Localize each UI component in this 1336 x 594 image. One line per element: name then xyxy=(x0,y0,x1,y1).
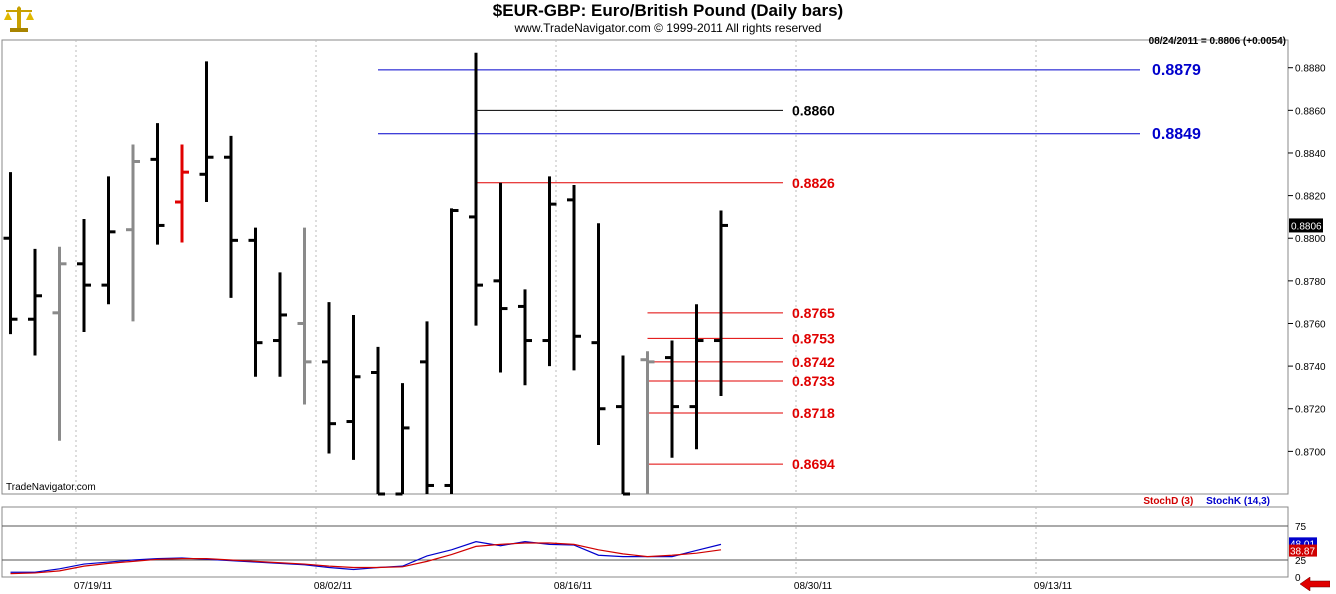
stochd-last-marker xyxy=(1289,544,1317,557)
level-label: 0.8694 xyxy=(792,456,835,472)
chart-title: $EUR-GBP: Euro/British Pound (Daily bars… xyxy=(492,1,844,20)
indicator-legend: StochD (3) StochK (14,3) xyxy=(1133,496,1270,507)
level-label: 0.8753 xyxy=(792,330,835,346)
last-price-marker xyxy=(1289,218,1323,233)
price-tick-label: 0.8740 xyxy=(1295,362,1326,373)
price-tick-label: 0.8880 xyxy=(1295,64,1326,75)
scales-logo-icon xyxy=(4,6,34,32)
indicator-panel-frame xyxy=(1,506,1289,578)
date-tick-label: 09/13/11 xyxy=(1034,581,1073,592)
price-tick-label: 0.8760 xyxy=(1295,319,1326,330)
price-levels: 0.8879 0.8860 0.8849 0.8826 0.8765 0.8753 0.87… xyxy=(378,62,1201,472)
level-label: 0.8879 xyxy=(1152,62,1201,79)
indicator-tick-label: 25 xyxy=(1295,556,1307,567)
chart-grid xyxy=(1,39,1289,578)
stochk-line xyxy=(10,541,722,573)
stochd-legend: StochD (3) xyxy=(1143,496,1194,507)
level-label: 0.8826 xyxy=(792,175,835,191)
price-axis: 0.8880 0.8860 0.8840 0.8820 0.8800 0.8780 0.87… xyxy=(1288,64,1326,458)
price-tick-label: 0.8860 xyxy=(1295,106,1326,117)
date-tick-label: 08/30/11 xyxy=(794,581,833,592)
level-label: 0.8849 xyxy=(1152,126,1201,143)
price-tick-label: 0.8820 xyxy=(1295,192,1326,203)
level-label: 0.8860 xyxy=(792,102,835,118)
indicator-tick-label: 0 xyxy=(1295,573,1301,584)
date-tick-label: 08/16/11 xyxy=(554,581,593,592)
chart-subtitle: www.TradeNavigator.com © 1999-2011 All r… xyxy=(514,21,822,35)
red-left-arrow-icon[interactable] xyxy=(1300,577,1330,591)
level-label: 0.8765 xyxy=(792,305,835,321)
date-tick-label: 08/02/11 xyxy=(314,581,353,592)
ohlc-bars xyxy=(3,52,728,496)
indicator-tick-label: 75 xyxy=(1295,522,1307,533)
watermark: TradeNavigator.com xyxy=(6,482,96,493)
date-tick-label: 07/19/11 xyxy=(74,581,113,592)
price-panel-frame xyxy=(1,39,1289,495)
stochk-legend: StochK (14,3) xyxy=(1206,496,1270,507)
last-price-label: 0.8806 xyxy=(1291,221,1322,232)
stochd-line xyxy=(10,542,722,575)
price-tick-label: 0.8780 xyxy=(1295,277,1326,288)
price-tick-label: 0.8800 xyxy=(1295,234,1326,245)
date-axis: 07/19/11 08/02/11 08/16/11 08/30/11 09/13/11 xyxy=(74,581,1073,592)
price-tick-label: 0.8720 xyxy=(1295,405,1326,416)
level-label: 0.8718 xyxy=(792,405,835,421)
level-label: 0.8742 xyxy=(792,354,835,370)
price-readout: 08/24/2011 = 0.8806 (+0.0054) xyxy=(1148,36,1286,47)
price-tick-label: 0.8700 xyxy=(1295,447,1326,458)
level-label: 0.8733 xyxy=(792,373,835,389)
stochd-last-label: 38.87 xyxy=(1290,547,1315,558)
stochastic-panel: 7525048.0138.87 xyxy=(2,522,1317,584)
price-tick-label: 0.8840 xyxy=(1295,149,1326,160)
